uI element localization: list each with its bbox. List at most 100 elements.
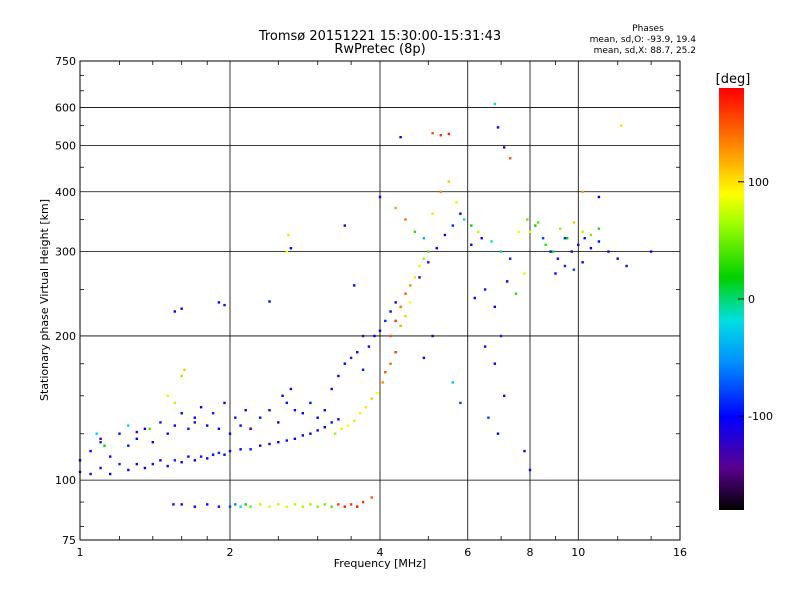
chart-title: Tromsø 20151221 15:30:00-15:31:43: [258, 29, 501, 44]
x-tick-label: 1: [77, 546, 84, 559]
data-point: [287, 233, 290, 237]
data-point: [193, 421, 196, 424]
data-point: [330, 387, 333, 391]
axis-ticks: 1 2 4 6 8 10 16 75 100 200 300 400 500 600 750: [55, 55, 687, 559]
data-point: [427, 261, 430, 264]
data-point: [268, 505, 271, 508]
data-point: [234, 416, 237, 419]
data-point: [228, 449, 232, 453]
x-tick-label: 4: [377, 546, 384, 559]
data-point: [211, 453, 215, 456]
data-point: [337, 418, 340, 421]
data-point: [480, 237, 483, 240]
data-point: [223, 303, 226, 307]
data-point: [597, 195, 601, 199]
data-point: [447, 180, 451, 183]
data-point: [268, 409, 271, 412]
data-point: [193, 416, 196, 419]
data-point: [217, 451, 221, 455]
data-point: [389, 334, 392, 338]
data-point: [289, 247, 293, 250]
data-point: [173, 401, 176, 405]
data-point: [249, 448, 252, 451]
phases-o-line: mean, sd,O: -93.9, 19.4: [590, 35, 697, 45]
data-point: [439, 134, 443, 137]
x-tick-label: 6: [464, 546, 471, 559]
data-point: [620, 124, 623, 127]
data-point: [462, 218, 466, 221]
data-point: [528, 230, 532, 233]
plot-frame: [79, 60, 681, 541]
data-point: [544, 243, 547, 246]
data-point: [277, 441, 280, 444]
data-point: [399, 324, 402, 327]
data-point: [581, 261, 584, 264]
data-point: [528, 468, 532, 472]
data-point: [499, 334, 503, 338]
data-point: [239, 448, 242, 451]
data-point: [99, 437, 102, 440]
data-point: [431, 334, 434, 338]
data-point: [228, 505, 232, 508]
data-point: [439, 190, 443, 193]
data-point: [285, 401, 288, 405]
data-point: [173, 310, 176, 313]
data-point: [259, 503, 262, 506]
data-point: [135, 437, 138, 440]
data-point: [323, 409, 326, 412]
data-point: [503, 146, 506, 149]
data-point: [293, 409, 297, 412]
phases-x-line: mean, sd,X: 88.7, 25.2: [594, 46, 696, 56]
data-point: [244, 409, 247, 412]
data-point: [373, 334, 376, 338]
colorbar-ticks: 100 0 -100: [738, 176, 773, 423]
data-point: [378, 329, 382, 332]
x-tick-label: 8: [527, 546, 534, 559]
data-point: [413, 230, 417, 233]
data-point: [473, 296, 476, 300]
data-points: [78, 102, 653, 508]
data-point: [143, 466, 147, 470]
data-point: [589, 233, 593, 237]
data-point: [418, 264, 421, 268]
data-point: [349, 503, 353, 506]
colorbar-label: [deg]: [716, 72, 751, 87]
data-point: [556, 257, 560, 260]
data-point: [343, 505, 346, 508]
data-point: [323, 503, 326, 506]
data-point: [490, 240, 493, 243]
data-point: [499, 250, 503, 253]
data-point: [330, 421, 333, 424]
data-point: [409, 301, 412, 304]
data-point: [217, 505, 221, 508]
data-point: [370, 496, 373, 499]
data-point: [470, 243, 473, 246]
data-point: [422, 237, 426, 240]
data-point: [159, 459, 162, 462]
data-point: [301, 412, 304, 415]
data-point: [493, 102, 496, 106]
data-point: [483, 288, 487, 291]
y-tick-label: 750: [55, 55, 76, 68]
data-point: [343, 224, 346, 227]
data-point: [95, 432, 98, 435]
data-point: [361, 334, 365, 338]
data-point: [166, 432, 169, 435]
data-point: [509, 157, 512, 160]
x-axis-label: Frequency [MHz]: [334, 557, 426, 570]
data-point: [551, 250, 555, 253]
colorbar-tick-label: 100: [748, 176, 769, 189]
y-tick-label: 200: [55, 330, 76, 343]
data-point: [422, 257, 426, 260]
y-tick-label: 500: [55, 139, 76, 152]
data-point: [135, 430, 138, 434]
data-point: [301, 505, 304, 508]
data-point: [370, 397, 373, 400]
data-point: [356, 505, 359, 508]
data-point: [394, 206, 397, 210]
data-point: [455, 201, 458, 204]
data-point: [409, 284, 412, 287]
data-point: [477, 230, 480, 233]
data-point: [316, 416, 319, 419]
data-point: [109, 455, 112, 458]
